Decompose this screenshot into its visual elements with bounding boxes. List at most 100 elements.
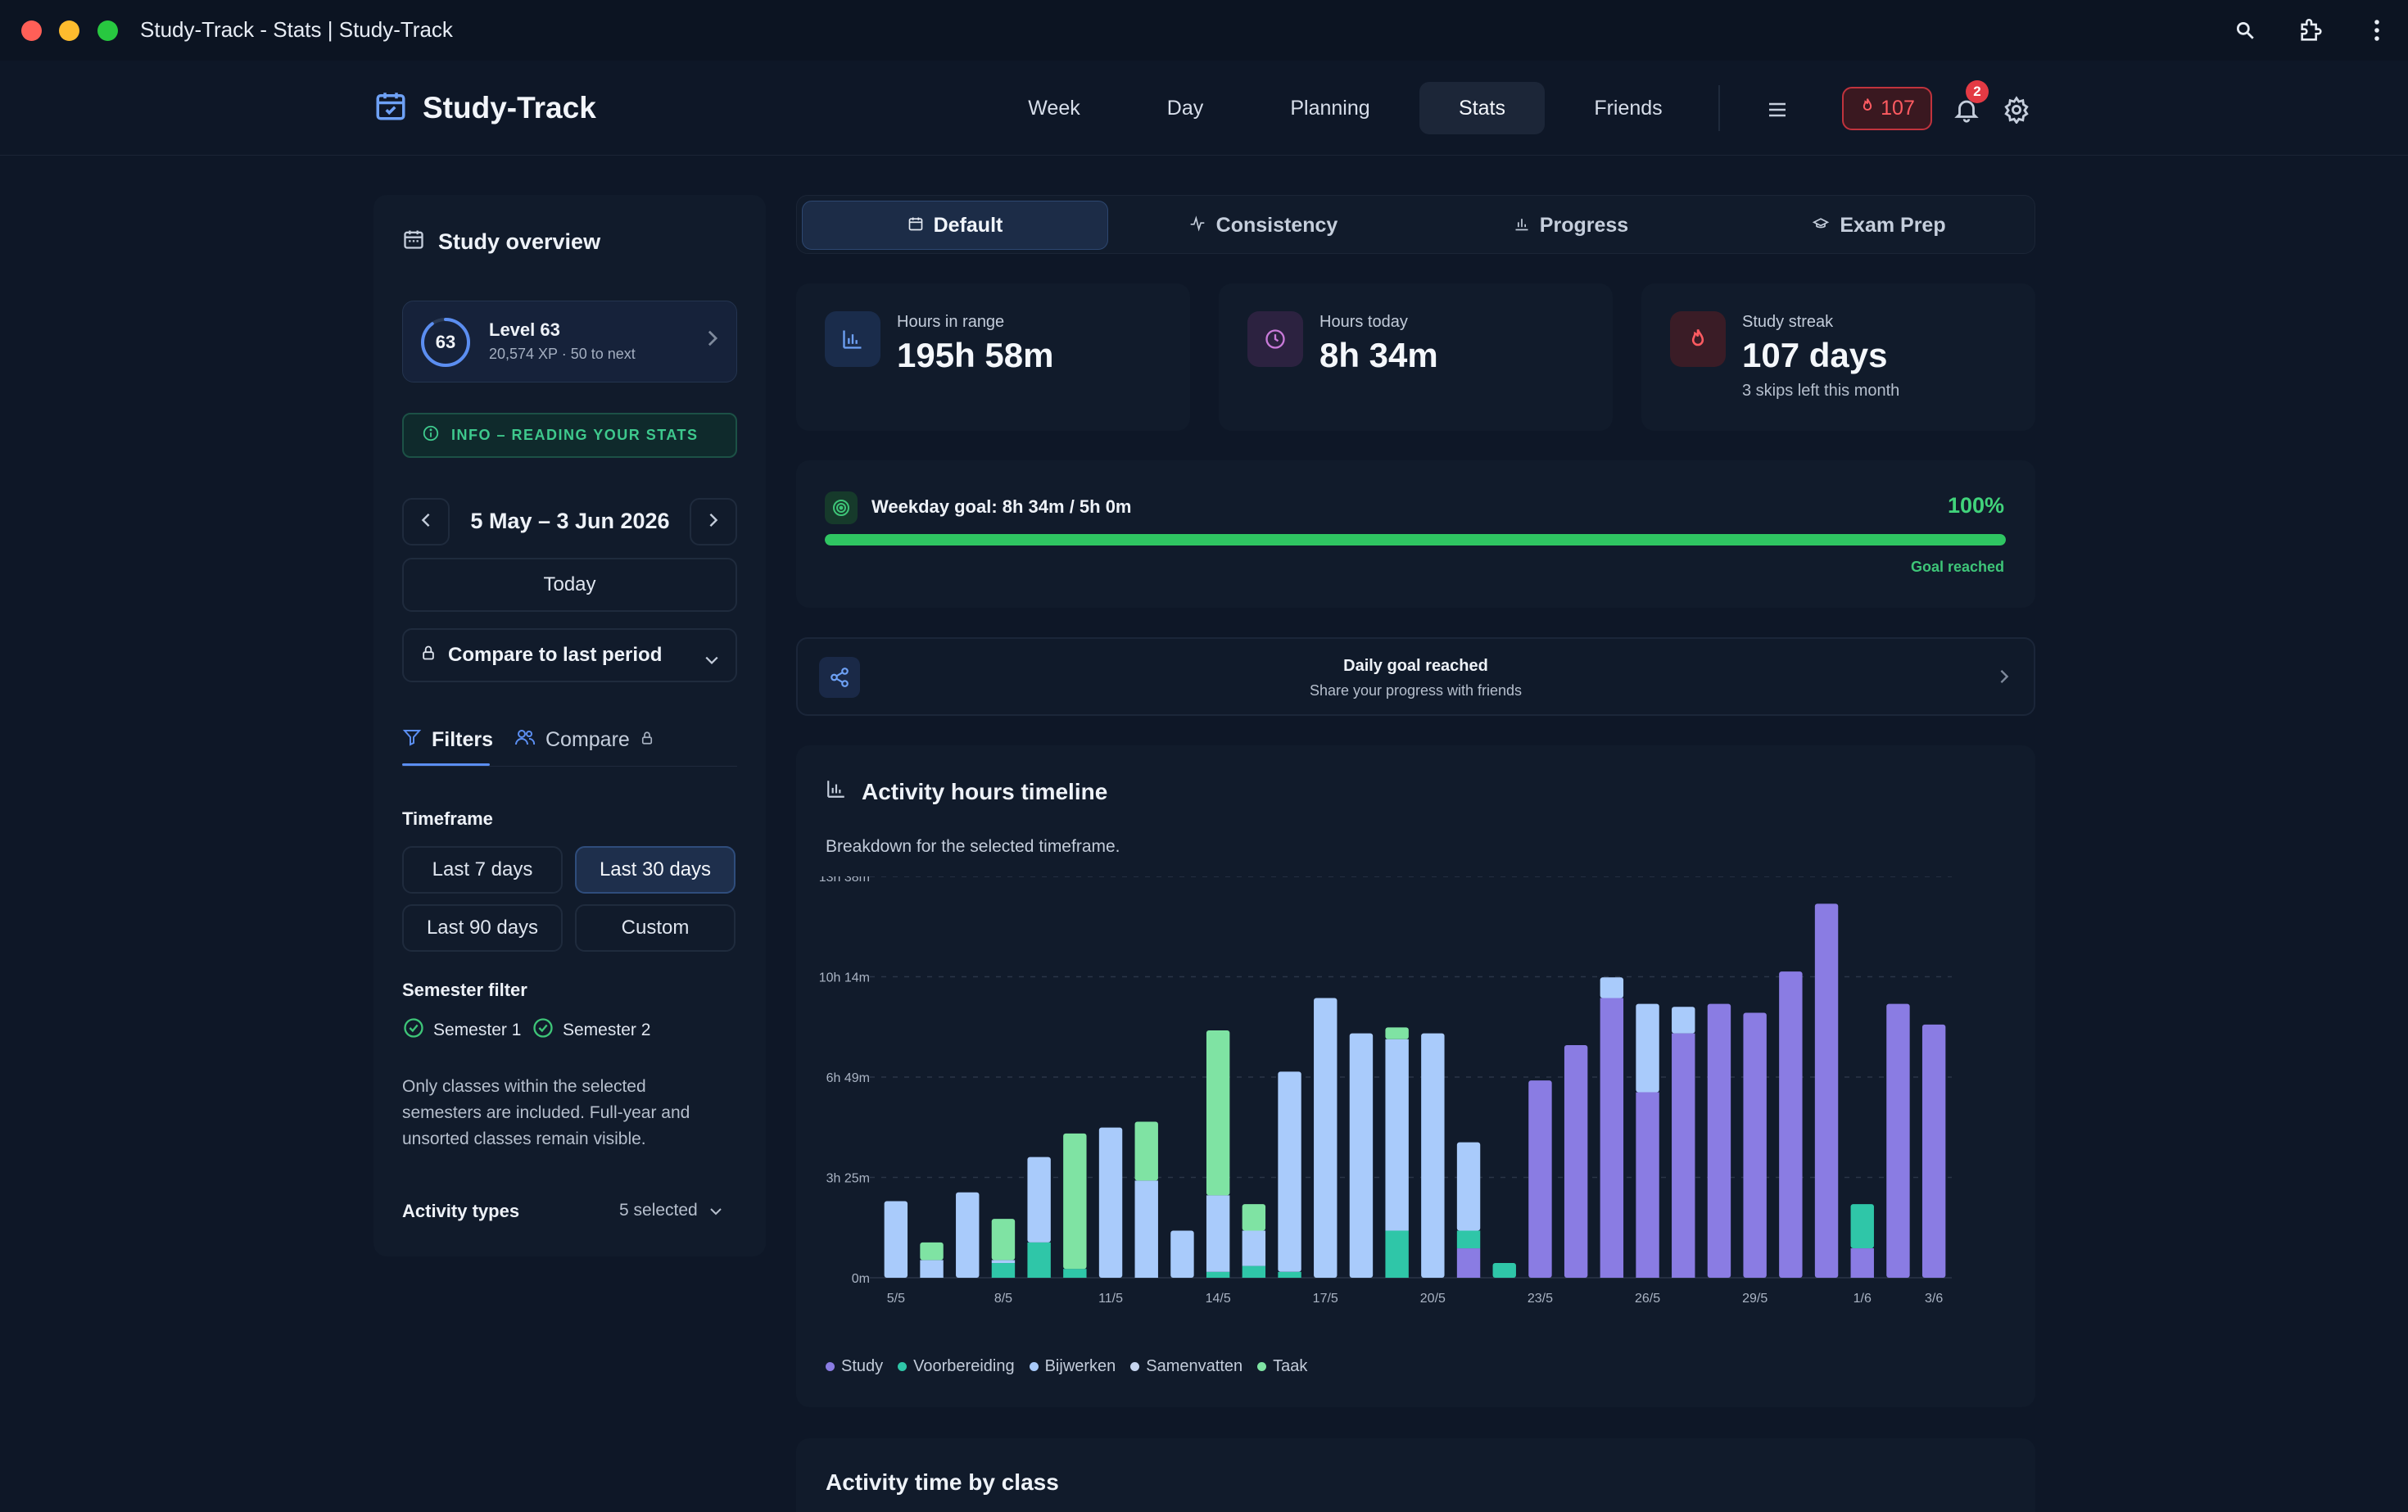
calendar-icon [402,228,425,256]
bar-segment-bijwerken [1349,1033,1374,1278]
close-window-button[interactable] [21,20,42,41]
goal-progress-fill [825,534,2006,545]
bar-segment-bijwerken [1170,1230,1194,1278]
tab-progress[interactable]: Progress [1418,201,1724,250]
timeframe-label: Timeframe [402,808,493,829]
bar-segment-bijwerken [1672,1007,1695,1034]
graduation-cap-icon [1812,214,1830,238]
bar-segment-study [1921,1024,1946,1278]
legend-item[interactable]: Taak [1257,1357,1307,1376]
nav-day[interactable]: Day [1166,96,1204,120]
kpi-value: 8h 34m [1319,336,1438,374]
bar-segment-voorbereiding [1492,1263,1516,1278]
chevron-down-icon [709,1201,722,1220]
minimize-window-button[interactable] [59,20,79,41]
legend-item[interactable]: Voorbereiding [898,1357,1015,1376]
bar-segment-bijwerken [1314,998,1338,1278]
chevron-right-icon [1999,668,2009,689]
brand[interactable]: Study-Track [373,88,596,127]
y-tick-label: 13h 38m [819,876,870,885]
today-button[interactable]: Today [402,558,737,612]
nav-planning[interactable]: Planning [1290,96,1370,120]
clock-icon [1247,311,1303,367]
legend-item[interactable]: Samenvatten [1130,1357,1242,1376]
timeframe-custom[interactable]: Custom [575,904,736,952]
share-progress-card[interactable]: Daily goal reached Share your progress w… [796,637,2035,716]
bar-segment-taak [1242,1204,1266,1231]
tab-compare[interactable]: Compare [514,727,654,753]
next-period-button[interactable] [690,498,737,545]
sidebar-title: Study overview [438,229,601,254]
brand-name: Study-Track [423,90,596,124]
bar-segment-study [1672,1033,1695,1278]
more-vertical-icon[interactable] [2361,15,2392,46]
tab-filters[interactable]: Filters [402,727,493,753]
semester-1-label: Semester 1 [433,1021,522,1039]
bar-segment-voorbereiding [1242,1265,1266,1278]
tab-filters-label: Filters [432,728,494,751]
kpi-label: Hours today [1319,313,1408,331]
timeframe-last-90-days[interactable]: Last 90 days [402,904,563,952]
bell-icon[interactable] [1945,88,1988,131]
nav-divider [1718,85,1720,131]
compare-period-select[interactable]: Compare to last period [402,628,737,682]
search-icon[interactable] [2229,15,2261,46]
legend-item[interactable]: Study [826,1357,883,1376]
kpi-study-streak: Study streak 107 days 3 skips left this … [1641,283,2035,431]
tab-default[interactable]: Default [802,201,1108,250]
bar-segment-bijwerken [1456,1142,1481,1231]
compare-select-value: Compare to last period [448,644,663,666]
legend-label: Study [841,1357,884,1375]
x-tick-label: 26/5 [1635,1292,1660,1306]
previous-period-button[interactable] [402,498,450,545]
semester-note: Only classes within the selected semeste… [402,1077,690,1148]
activity-types-value: 5 selected [619,1201,698,1220]
chevron-right-icon [707,329,718,351]
bar-segment-voorbereiding [1385,1230,1409,1278]
legend-dot [1257,1362,1267,1371]
bar-segment-study [1743,1012,1767,1278]
timeframe-last-30-days[interactable]: Last 30 days [575,846,736,894]
bar-segment-taak [1063,1133,1087,1270]
bar-segment-bijwerken [1098,1127,1123,1278]
bar-segment-study [1600,998,1624,1278]
bar-segment-voorbereiding [1278,1271,1301,1278]
streak-button[interactable]: 107 [1842,87,1932,130]
kpi-label: Hours in range [897,313,1005,331]
bar-segment-bijwerken [956,1192,980,1278]
x-tick-label: 3/6 [1925,1292,1943,1306]
nav-week[interactable]: Week [1028,96,1080,120]
y-tick-label: 6h 49m [826,1071,870,1085]
tab-consistency[interactable]: Consistency [1110,201,1416,250]
chevron-left-icon [421,512,431,532]
extension-icon[interactable] [2296,15,2327,46]
check-circle-icon [532,1016,554,1044]
bar-segment-bijwerken [920,1260,944,1278]
activity-types-select[interactable]: 5 selected [619,1201,722,1220]
y-tick-label: 3h 25m [826,1172,870,1186]
nav-stats[interactable]: Stats [1419,82,1545,134]
zoom-window-button[interactable] [97,20,118,41]
legend-item[interactable]: Bijwerken [1029,1357,1116,1376]
level-xp: 20,574 XP · 50 to next [489,346,636,362]
bar-segment-bijwerken [991,1260,1016,1264]
timeframe-last-7-days[interactable]: Last 7 days [402,846,563,894]
semester-1-toggle[interactable]: Semester 1 [402,1016,521,1044]
menu-icon[interactable] [1761,93,1794,126]
tab-exam-prep[interactable]: Exam Prep [1726,201,2032,250]
nav-friends[interactable]: Friends [1594,96,1663,120]
weekday-goal-card: Weekday goal: 8h 34m / 5h 0m 100% Goal r… [796,460,2035,608]
bar-segment-study [1779,971,1803,1278]
gear-icon[interactable] [1995,88,2038,131]
goal-progress-bar [825,534,2006,545]
level-number: 63 [435,332,456,352]
flame-icon [1670,311,1726,367]
bar-segment-bijwerken [1027,1157,1051,1243]
legend-dot [1130,1362,1140,1371]
activity-types-label: Activity types [402,1201,520,1221]
level-card[interactable]: 63 Level 63 20,574 XP · 50 to next [402,301,737,383]
chart-legend: Study Voorbereiding Bijwerken Samenvatten Ta… [826,1357,1307,1376]
semester-2-toggle[interactable]: Semester 2 [532,1016,650,1044]
info-reading-stats-button[interactable]: INFO – READING YOUR STATS [402,413,737,458]
